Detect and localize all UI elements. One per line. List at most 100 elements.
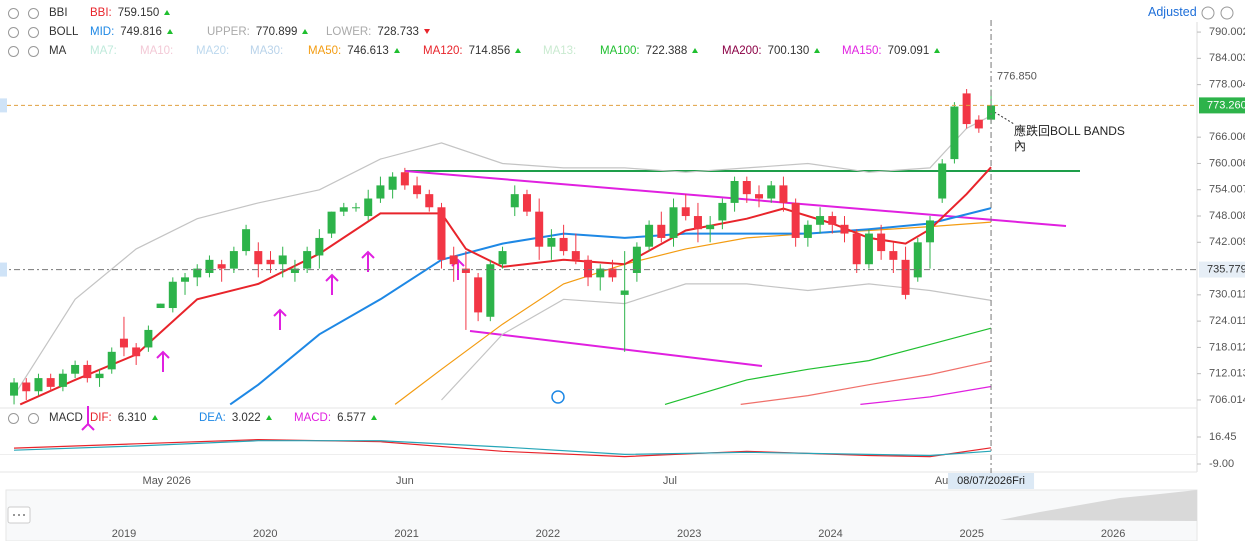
y-tick-label: 760.006: [1209, 157, 1245, 169]
crosshair-date-box: [948, 473, 1035, 489]
candle-body: [132, 347, 141, 357]
candle-body: [645, 224, 654, 247]
candle-body: [315, 237, 324, 256]
candle-body: [681, 207, 690, 217]
candle-body: [437, 207, 446, 260]
candle-body: [803, 224, 812, 238]
candle-body: [376, 185, 385, 199]
candle-body: [34, 378, 43, 392]
candle-body: [608, 268, 617, 278]
candle-body: [474, 277, 483, 313]
candle-body: [706, 224, 715, 230]
candle-body: [596, 268, 605, 278]
candle-body: [168, 281, 177, 309]
candle-body: [877, 233, 886, 252]
y-tick-label: 754.007: [1209, 184, 1245, 196]
candle-body: [950, 106, 959, 160]
candle-body: [193, 268, 202, 278]
indicator-line: [19, 166, 992, 406]
candle-body: [669, 207, 678, 238]
y-tick-label: -9.00: [1209, 458, 1234, 470]
candle-body: [181, 277, 190, 282]
candle-body: [816, 216, 825, 225]
candle-body: [217, 264, 226, 269]
y-tick-label: 766.006: [1209, 131, 1245, 143]
plot: [0, 438, 1196, 458]
last-price-label: 773.260: [1207, 99, 1245, 111]
candle-body: [119, 338, 128, 348]
navigator-area: [1000, 490, 1197, 521]
candle-body: [913, 242, 922, 278]
candle-body: [46, 378, 55, 387]
x-tick-label: Jun: [396, 475, 414, 487]
indicator-line: [860, 385, 992, 405]
candle-body: [413, 185, 422, 195]
candle-body: [620, 290, 629, 295]
candle-body: [351, 207, 360, 209]
candle-body: [718, 202, 727, 221]
navigator: [5, 489, 1198, 541]
indicator-line: [394, 221, 992, 405]
indicator-line: [664, 327, 992, 405]
candle-body: [144, 329, 153, 348]
candle-body: [852, 233, 861, 265]
y-tick-label: 706.014: [1209, 394, 1245, 406]
candle-body: [242, 229, 251, 252]
candle-body: [58, 373, 67, 387]
candle-body: [889, 251, 898, 260]
candle-body: [71, 364, 80, 374]
x-tick-label: May 2026: [143, 475, 191, 487]
candle-body: [400, 172, 409, 186]
candle-body: [303, 251, 312, 269]
candle-body: [449, 255, 458, 265]
signal-arrows: [81, 250, 465, 431]
candle-body: [584, 259, 593, 278]
trendline: [469, 330, 763, 367]
indicator-line: [13, 438, 992, 458]
candle-body: [205, 259, 214, 273]
candle-body: [791, 202, 800, 238]
indicator-line: [441, 283, 992, 401]
candle-body: [10, 382, 19, 396]
adjust-button[interactable]: Adjusted: [1148, 5, 1197, 19]
candle-body: [156, 303, 165, 309]
y-tick-label: 724.011: [1209, 315, 1245, 327]
candle-body: [730, 180, 739, 203]
candle-body: [461, 268, 470, 273]
toolbar-icons[interactable]: [1201, 6, 1234, 20]
crosshair-date: 08/07/2026Fri: [957, 475, 1025, 487]
candle-body: [364, 198, 373, 217]
candle-body: [657, 224, 666, 238]
candle-body: [266, 259, 275, 265]
candle-body: [987, 105, 996, 120]
candle-body: [559, 237, 568, 252]
candle-body: [632, 246, 641, 273]
edge-tab: [0, 262, 7, 277]
high-label: 776.850: [997, 71, 1037, 83]
plot: [10, 89, 996, 406]
candle-body: [22, 382, 31, 392]
candle-body: [83, 364, 92, 379]
navigator-year: 2021: [394, 528, 418, 540]
candle-body: [388, 176, 397, 190]
navigator-year: 2023: [677, 528, 701, 540]
last-price-box: [1199, 97, 1245, 114]
indicator-line: [13, 440, 992, 457]
icon[interactable]: [551, 390, 565, 404]
crosshair-y-label: 735.779: [1207, 263, 1245, 275]
navigator-year: 2025: [960, 528, 984, 540]
navigator-year: 2024: [818, 528, 842, 540]
candle-body: [767, 185, 776, 199]
candle-body: [522, 194, 531, 212]
candle-body: [828, 216, 837, 225]
y-tick-label: 742.009: [1209, 236, 1245, 248]
candle-body: [925, 220, 934, 243]
candle-body: [938, 163, 947, 199]
candle-body: [962, 93, 971, 125]
y-tick-label: 790.002: [1209, 26, 1245, 38]
x-tick-label: Jul: [663, 475, 677, 487]
candle-body: [278, 255, 287, 265]
candle-body: [974, 119, 983, 129]
candle-body: [95, 373, 104, 379]
